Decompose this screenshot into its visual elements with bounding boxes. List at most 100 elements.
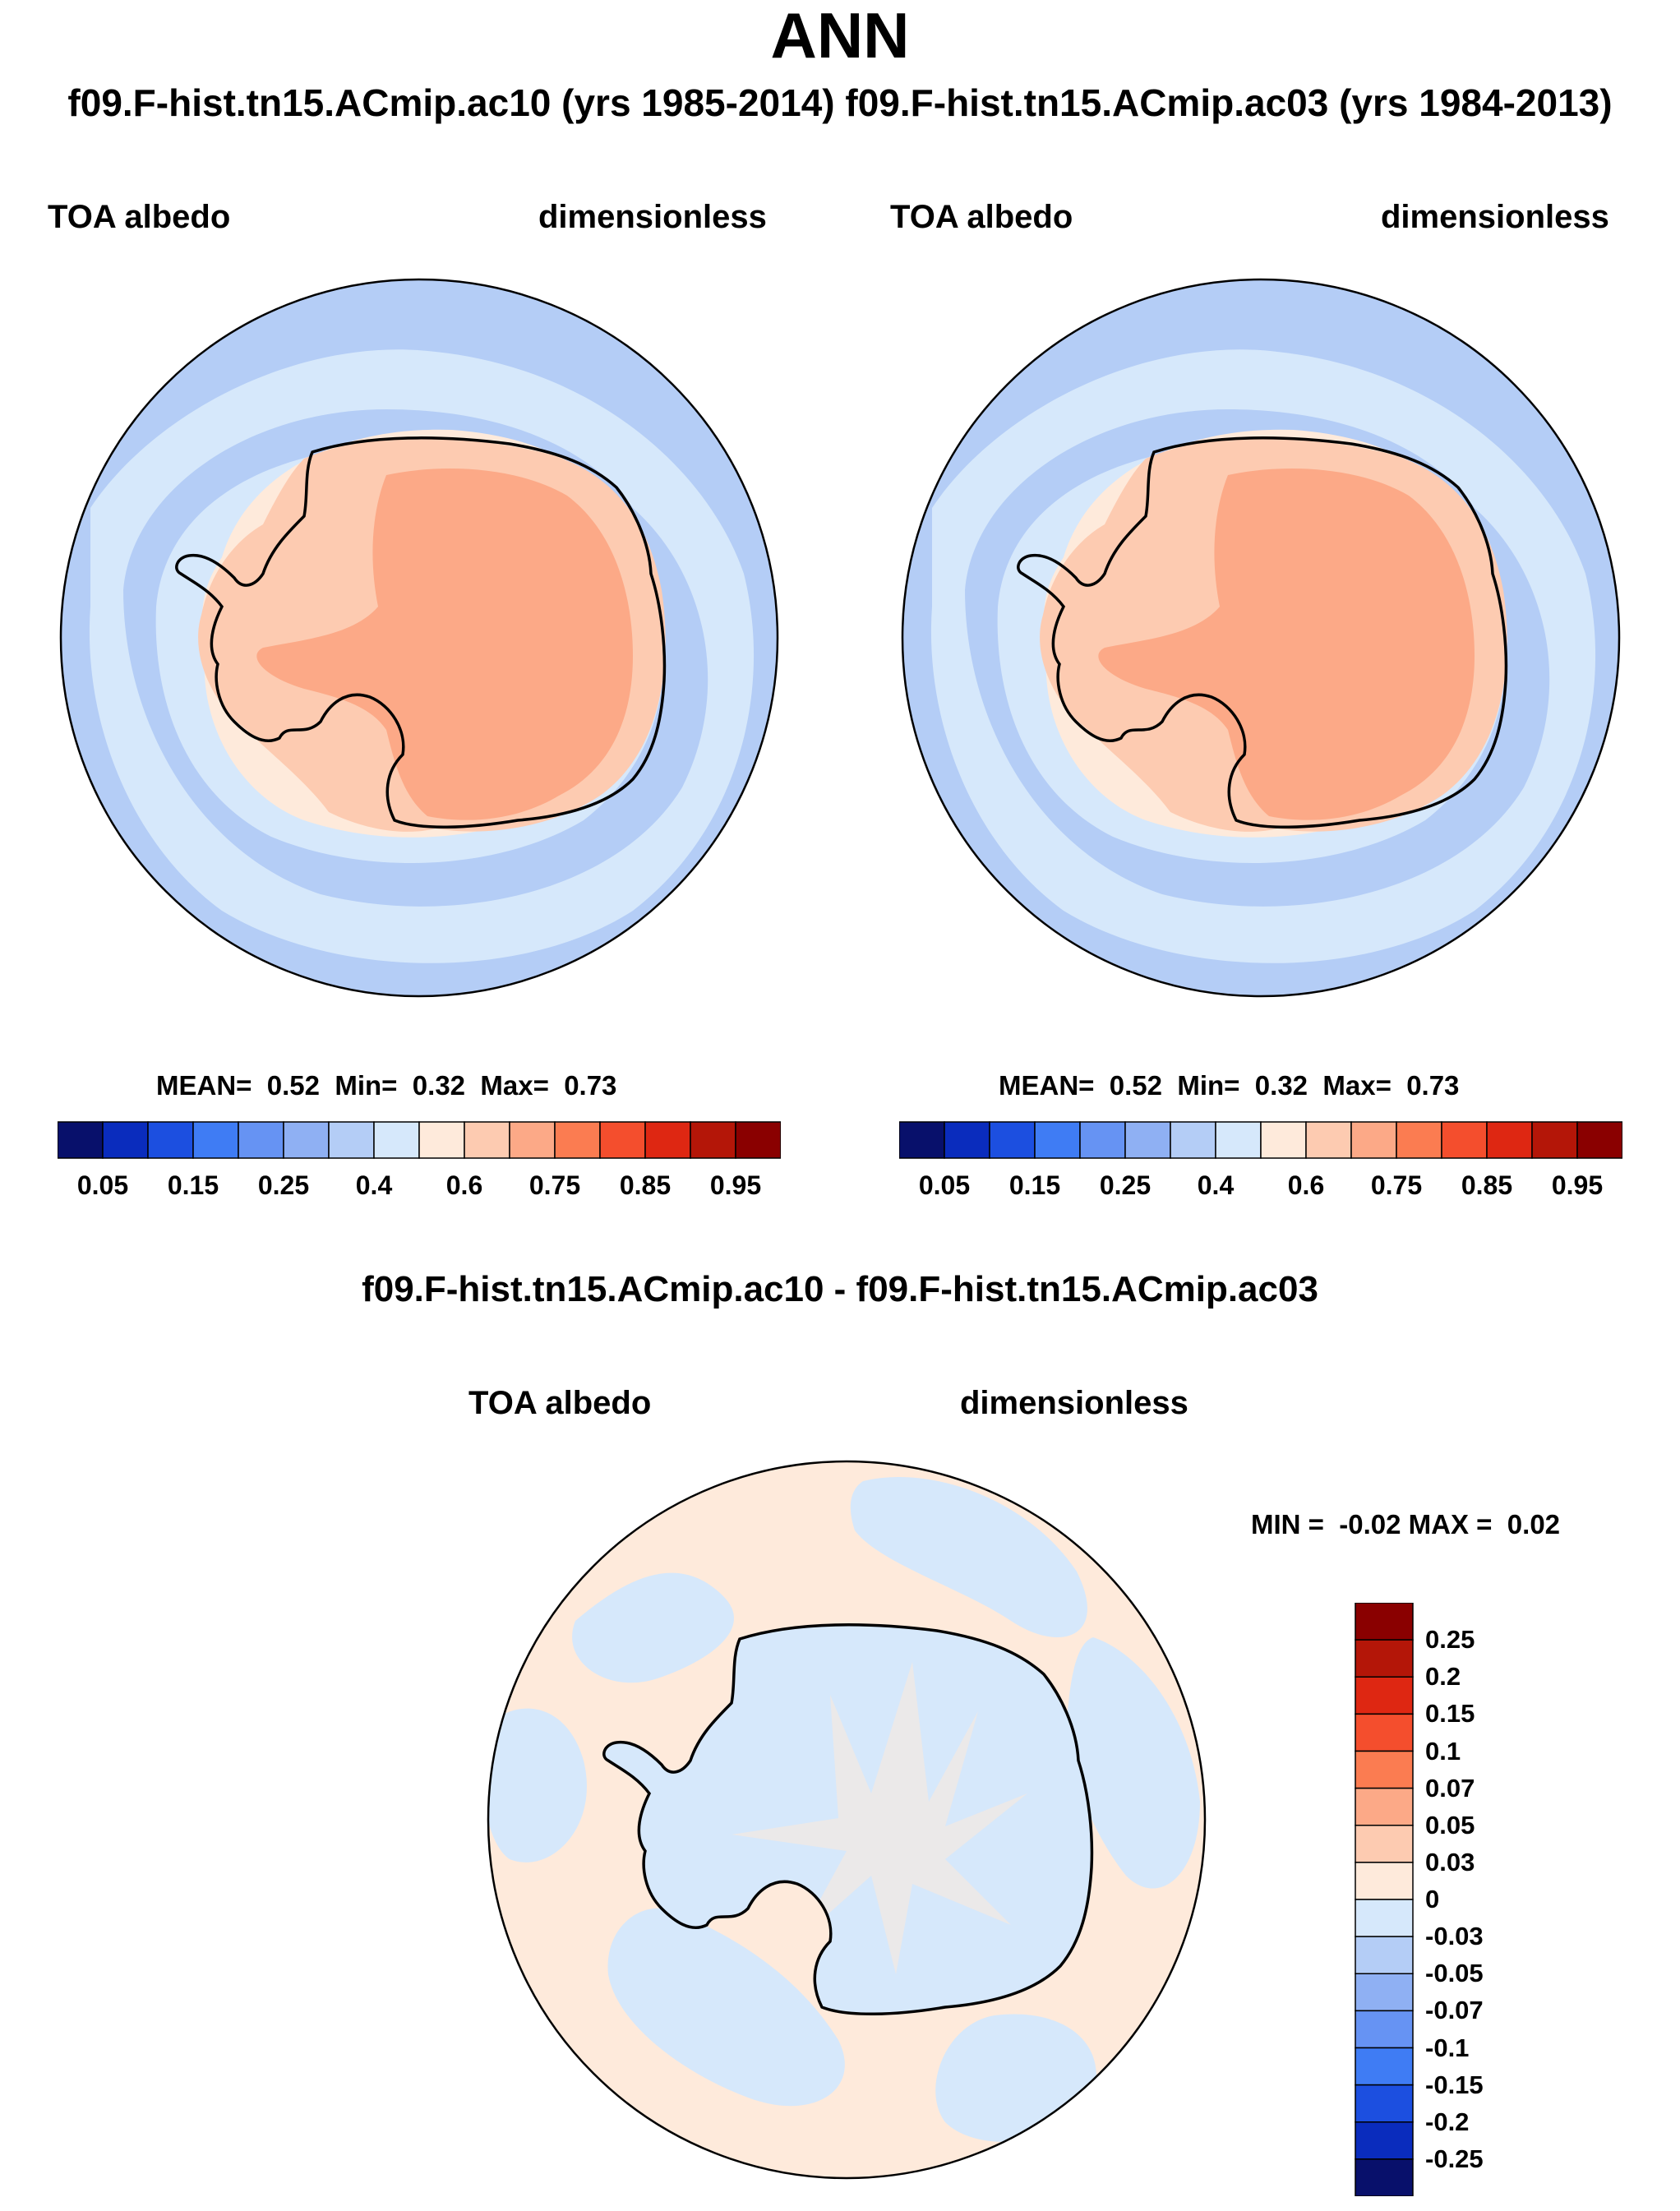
panel1-stats-line: MEAN= 0.52 Min= 0.32 Max= 0.73 [156, 1070, 616, 1101]
panel3-min-value: -0.02 [1339, 1509, 1401, 1539]
colorbar-box [328, 1121, 375, 1159]
colorbar-tick-label: -0.1 [1425, 2033, 1470, 2062]
panel1-variable-label: TOA albedo [48, 199, 231, 235]
colorbar-box [1355, 1713, 1414, 1752]
panel1-max-label: Max= [480, 1070, 549, 1101]
colorbar-tick-label: -0.03 [1425, 1922, 1484, 1951]
colorbar-box [1355, 2158, 1414, 2196]
colorbar-box [1355, 1973, 1414, 2012]
panel3-negative-patch-2 [850, 1476, 1087, 1637]
panel3-map-border [487, 1460, 1207, 2180]
panel2-units-label: dimensionless [1381, 199, 1609, 235]
colorbar-tick-label: -0.07 [1425, 1996, 1484, 2025]
diff-title: f09.F-hist.tn15.ACmip.ac10 - f09.F-hist.… [362, 1269, 1318, 1309]
colorbar-box [1355, 2084, 1414, 2123]
colorbar-box [1355, 1936, 1414, 1974]
colorbar-box [373, 1121, 420, 1159]
panel2-min-value: 0.32 [1254, 1070, 1308, 1101]
colorbar-tick-label: 0.4 [1197, 1170, 1235, 1200]
colorbar-box [509, 1121, 556, 1159]
panel1-polar-map [59, 278, 779, 998]
colorbar-box [1355, 1862, 1414, 1900]
colorbar-tick-label: -0.25 [1425, 2144, 1484, 2173]
panel2-map-border [901, 278, 1621, 998]
colorbar-box [554, 1121, 601, 1159]
colorbar-box [147, 1121, 194, 1159]
colorbar-box [1355, 1676, 1414, 1715]
panel1-mean-label: MEAN= [156, 1070, 252, 1101]
colorbar-box [1124, 1121, 1171, 1159]
colorbar-box [1215, 1121, 1262, 1159]
colorbar-tick-label: 0.07 [1425, 1773, 1475, 1802]
panel1-max-value: 0.73 [564, 1070, 617, 1101]
colorbar-tick-label: 0.75 [528, 1170, 581, 1200]
colorbar-box [899, 1121, 945, 1159]
panel1-map-border [59, 278, 779, 998]
colorbar-tick-label: 0.85 [619, 1170, 672, 1200]
panel3-min-label: MIN = [1251, 1509, 1324, 1539]
colorbar-box [1355, 2010, 1414, 2049]
colorbar-box [1355, 2121, 1414, 2160]
panel3-minmax-line: MIN = -0.02 MAX = 0.02 [1251, 1509, 1560, 1540]
colorbar-box [644, 1121, 691, 1159]
colorbar-tick-label: 0.15 [1008, 1170, 1061, 1200]
colorbar-tick-label: 0.25 [1099, 1170, 1152, 1200]
colorbar-box [1350, 1121, 1397, 1159]
colorbar-tick-label: 0.25 [257, 1170, 310, 1200]
colorbar-box [1079, 1121, 1126, 1159]
panel2-max-value: 0.73 [1406, 1070, 1460, 1101]
panel1-plateau-zone [256, 469, 633, 820]
colorbar-box [690, 1121, 736, 1159]
panel1-min-label: Min= [335, 1070, 398, 1101]
colorbar-tick-label: 0 [1425, 1885, 1440, 1913]
panel3-max-value: 0.02 [1507, 1509, 1561, 1539]
top-subtitle: f09.F-hist.tn15.ACmip.ac10 (yrs 1985-201… [67, 81, 1613, 124]
panel1-units-label: dimensionless [538, 199, 767, 235]
colorbar-box [1355, 2047, 1414, 2086]
colorbar-box [735, 1121, 781, 1159]
colorbar-box [102, 1121, 149, 1159]
panel2-stats-line: MEAN= 0.52 Min= 0.32 Max= 0.73 [999, 1070, 1459, 1101]
colorbar-box [1576, 1121, 1622, 1159]
panel3-colorbar [1355, 1603, 1414, 2196]
colorbar-box [1355, 1603, 1414, 1641]
colorbar-box [944, 1121, 990, 1159]
colorbar-box [1034, 1121, 1081, 1159]
colorbar-tick-label: 0.1 [1425, 1736, 1461, 1766]
colorbar-box [1170, 1121, 1216, 1159]
colorbar-tick-label: 0.15 [167, 1170, 219, 1200]
colorbar-tick-label: 0.95 [1551, 1170, 1604, 1200]
colorbar-box [283, 1121, 330, 1159]
colorbar-tick-label: 0.05 [918, 1170, 971, 1200]
panel3-continent-noise [732, 1662, 1027, 1974]
panel1-colorbar [58, 1121, 781, 1159]
colorbar-box [1355, 1750, 1414, 1789]
panel3-variable-label: TOA albedo [468, 1385, 652, 1421]
colorbar-box [192, 1121, 239, 1159]
panel1-antarctica-coastline [175, 436, 667, 829]
panel2-mean-value: 0.52 [1109, 1070, 1163, 1101]
panel3-max-label: MAX = [1408, 1509, 1493, 1539]
colorbar-box [1355, 1825, 1414, 1863]
colorbar-box [1486, 1121, 1533, 1159]
panel3-negative-patch-3 [488, 1708, 587, 1863]
colorbar-box [1531, 1121, 1578, 1159]
panel3-difference-map [487, 1460, 1207, 2180]
colorbar-tick-label: 0.2 [1425, 1662, 1461, 1692]
panel2-mean-label: MEAN= [999, 1070, 1095, 1101]
colorbar-tick-label: 0.75 [1370, 1170, 1423, 1200]
colorbar-tick-label: -0.15 [1425, 2070, 1484, 2099]
colorbar-tick-label: 0.4 [355, 1170, 393, 1200]
panel3-negative-patch-1 [572, 1572, 734, 1683]
colorbar-box [418, 1121, 465, 1159]
colorbar-tick-label: -0.05 [1425, 1959, 1484, 1988]
colorbar-box [1305, 1121, 1352, 1159]
panel2-antarctica-coastline [1017, 436, 1508, 829]
colorbar-tick-label: 0.25 [1425, 1625, 1475, 1655]
colorbar-tick-label: -0.2 [1425, 2107, 1470, 2136]
colorbar-box [464, 1121, 510, 1159]
panel1-mean-value: 0.52 [266, 1070, 321, 1101]
panel1-min-value: 0.32 [412, 1070, 466, 1101]
colorbar-box [1355, 1639, 1414, 1678]
colorbar-tick-label: 0.15 [1425, 1699, 1475, 1729]
